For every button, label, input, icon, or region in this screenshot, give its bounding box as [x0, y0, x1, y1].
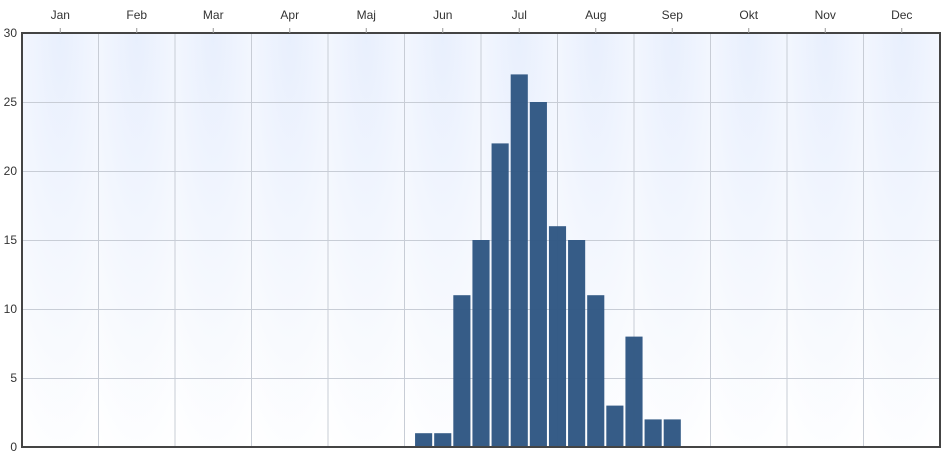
- y-tick-label: 20: [4, 164, 18, 178]
- bar: [434, 433, 452, 447]
- bar: [644, 419, 662, 447]
- bar: [472, 240, 490, 447]
- x-tick-label: Jul: [512, 8, 527, 22]
- bar: [568, 240, 586, 447]
- bar: [529, 102, 547, 447]
- x-tick-label: Sep: [662, 8, 684, 22]
- y-tick-label: 5: [10, 371, 17, 385]
- x-tick-label: Maj: [357, 8, 376, 22]
- y-tick-label: 25: [4, 95, 18, 109]
- y-axis-labels: 0 5 10 15 20 25 30: [4, 26, 18, 454]
- bar: [453, 295, 471, 447]
- x-tick-label: Jan: [51, 8, 70, 22]
- bar: [491, 143, 509, 447]
- y-tick-label: 0: [10, 440, 17, 454]
- y-tick-label: 10: [4, 302, 18, 316]
- bars: [415, 74, 681, 448]
- y-tick-label: 30: [4, 26, 18, 40]
- x-axis-labels: Jan Feb Mar Apr Maj Jun Jul Aug Sep Okt Nov Dec: [51, 8, 913, 22]
- bar: [663, 419, 681, 447]
- x-tick-label: Nov: [815, 8, 836, 22]
- x-tick-label: Dec: [891, 8, 912, 22]
- x-tick-label: Okt: [739, 8, 758, 22]
- bar: [625, 336, 643, 447]
- x-tick-label: Apr: [280, 8, 299, 22]
- y-tick-label: 15: [4, 233, 18, 247]
- bar: [510, 74, 528, 448]
- x-tick-label: Feb: [126, 8, 147, 22]
- x-tick-label: Aug: [585, 8, 606, 22]
- axes: [21, 28, 941, 448]
- bar: [415, 433, 433, 447]
- bar: [548, 226, 567, 447]
- bar: [587, 295, 605, 447]
- x-tick-label: Mar: [203, 8, 224, 22]
- bar: [606, 405, 624, 447]
- x-tick-label: Jun: [433, 8, 452, 22]
- plot-frame: [21, 32, 941, 448]
